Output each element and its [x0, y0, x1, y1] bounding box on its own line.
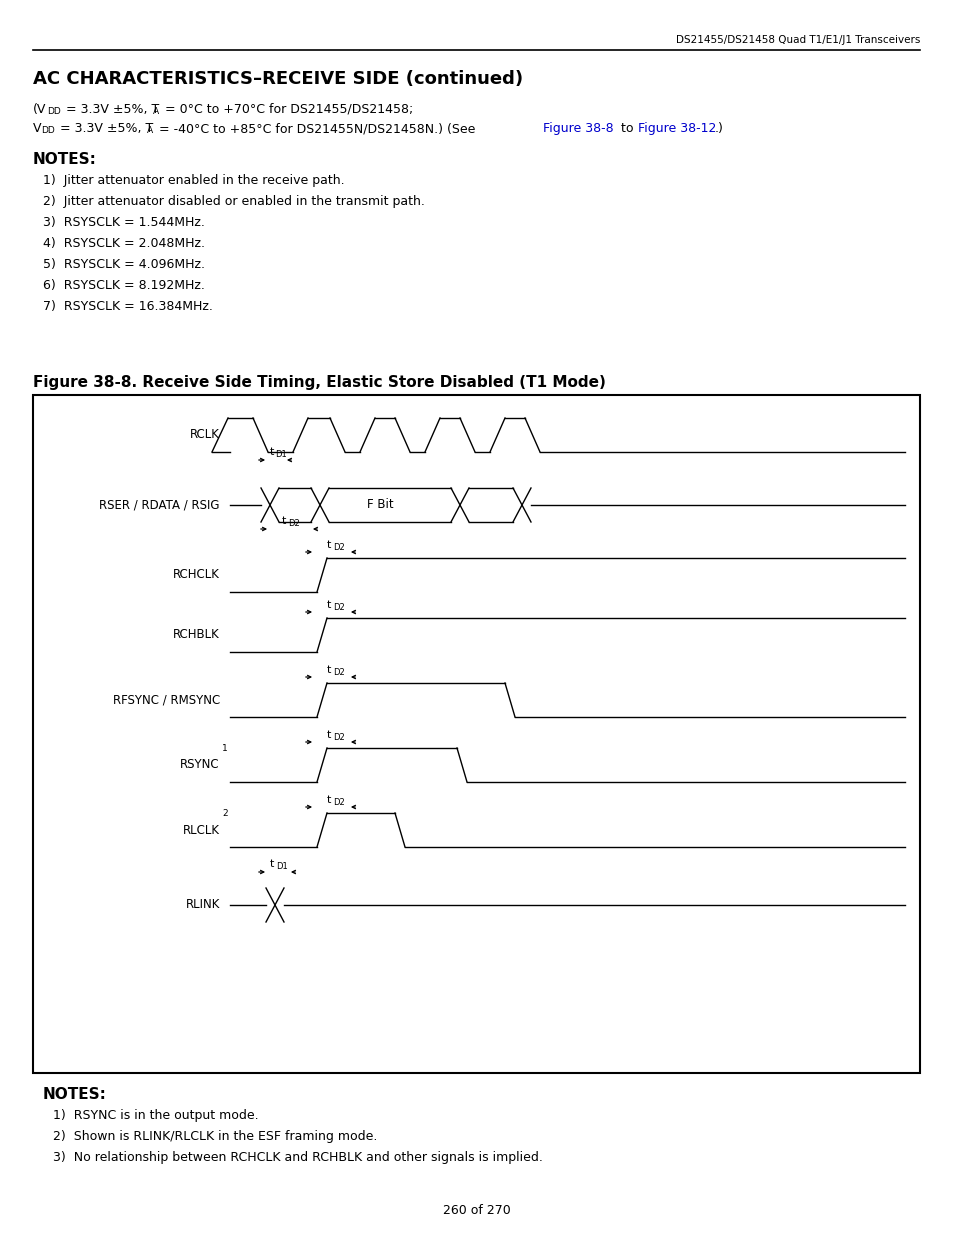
Text: RCHBLK: RCHBLK — [173, 629, 220, 641]
Text: NOTES:: NOTES: — [43, 1087, 107, 1102]
Text: to: to — [617, 122, 637, 135]
Text: 260 of 270: 260 of 270 — [442, 1204, 511, 1216]
Text: 2)  Jitter attenuator disabled or enabled in the transmit path.: 2) Jitter attenuator disabled or enabled… — [43, 195, 424, 207]
Text: t: t — [282, 516, 286, 526]
Text: F Bit: F Bit — [366, 499, 393, 511]
Text: NOTES:: NOTES: — [33, 152, 97, 167]
Text: D2: D2 — [333, 668, 344, 677]
Text: D1: D1 — [275, 862, 288, 871]
Text: RSYNC: RSYNC — [180, 758, 220, 772]
Text: Figure 38-8: Figure 38-8 — [542, 122, 613, 135]
Text: 7)  RSYSCLK = 16.384MHz.: 7) RSYSCLK = 16.384MHz. — [43, 300, 213, 312]
Text: DS21455/DS21458 Quad T1/E1/J1 Transceivers: DS21455/DS21458 Quad T1/E1/J1 Transceive… — [675, 35, 919, 44]
Text: RFSYNC / RMSYNC: RFSYNC / RMSYNC — [112, 694, 220, 706]
Text: 4)  RSYSCLK = 2.048MHz.: 4) RSYSCLK = 2.048MHz. — [43, 237, 205, 249]
Text: 1)  Jitter attenuator enabled in the receive path.: 1) Jitter attenuator enabled in the rece… — [43, 174, 344, 186]
Text: D1: D1 — [274, 450, 287, 459]
Text: A: A — [147, 126, 153, 135]
Text: t: t — [327, 540, 331, 550]
Text: 2)  Shown is RLINK/RLCLK in the ESF framing mode.: 2) Shown is RLINK/RLCLK in the ESF frami… — [53, 1130, 377, 1144]
Text: (V: (V — [33, 103, 47, 116]
Text: RLINK: RLINK — [186, 899, 220, 911]
Text: t: t — [327, 795, 331, 805]
Text: DD: DD — [47, 107, 61, 116]
Text: 3)  No relationship between RCHCLK and RCHBLK and other signals is implied.: 3) No relationship between RCHCLK and RC… — [53, 1151, 542, 1165]
Text: .): .) — [714, 122, 723, 135]
Text: = -40°C to +85°C for DS21455N/DS21458N.) (See: = -40°C to +85°C for DS21455N/DS21458N.)… — [154, 122, 478, 135]
Text: 5)  RSYSCLK = 4.096MHz.: 5) RSYSCLK = 4.096MHz. — [43, 258, 205, 270]
Text: RCLK: RCLK — [190, 429, 220, 441]
Text: t: t — [327, 730, 331, 740]
Text: DD: DD — [41, 126, 54, 135]
Text: t: t — [270, 860, 274, 869]
Text: 1: 1 — [222, 743, 228, 753]
Text: RLCLK: RLCLK — [183, 824, 220, 836]
Text: D2: D2 — [333, 603, 344, 613]
Bar — [33, 395, 919, 1073]
Text: D2: D2 — [333, 798, 344, 806]
Text: 1)  RSYNC is in the output mode.: 1) RSYNC is in the output mode. — [53, 1109, 258, 1123]
Text: RCHCLK: RCHCLK — [172, 568, 220, 582]
Text: V: V — [33, 122, 42, 135]
Text: = 0°C to +70°C for DS21455/DS21458;: = 0°C to +70°C for DS21455/DS21458; — [161, 103, 413, 116]
Text: = 3.3V ±5%, T: = 3.3V ±5%, T — [62, 103, 159, 116]
Text: AC CHARACTERISTICS–RECEIVE SIDE (continued): AC CHARACTERISTICS–RECEIVE SIDE (continu… — [33, 70, 522, 88]
Text: 2: 2 — [222, 809, 228, 818]
Text: D2: D2 — [333, 543, 344, 552]
Text: Figure 38-12: Figure 38-12 — [638, 122, 716, 135]
Text: D2: D2 — [288, 519, 299, 529]
Text: t: t — [327, 600, 331, 610]
Text: RSER / RDATA / RSIG: RSER / RDATA / RSIG — [99, 499, 220, 511]
Text: Figure 38-8. Receive Side Timing, Elastic Store Disabled (T1 Mode): Figure 38-8. Receive Side Timing, Elasti… — [33, 375, 605, 390]
Text: = 3.3V ±5%, T: = 3.3V ±5%, T — [56, 122, 153, 135]
Text: 6)  RSYSCLK = 8.192MHz.: 6) RSYSCLK = 8.192MHz. — [43, 279, 205, 291]
Text: D2: D2 — [333, 734, 344, 742]
Text: t: t — [327, 664, 331, 676]
Text: 3)  RSYSCLK = 1.544MHz.: 3) RSYSCLK = 1.544MHz. — [43, 216, 205, 228]
Text: t: t — [270, 447, 274, 457]
Text: A: A — [152, 107, 159, 116]
